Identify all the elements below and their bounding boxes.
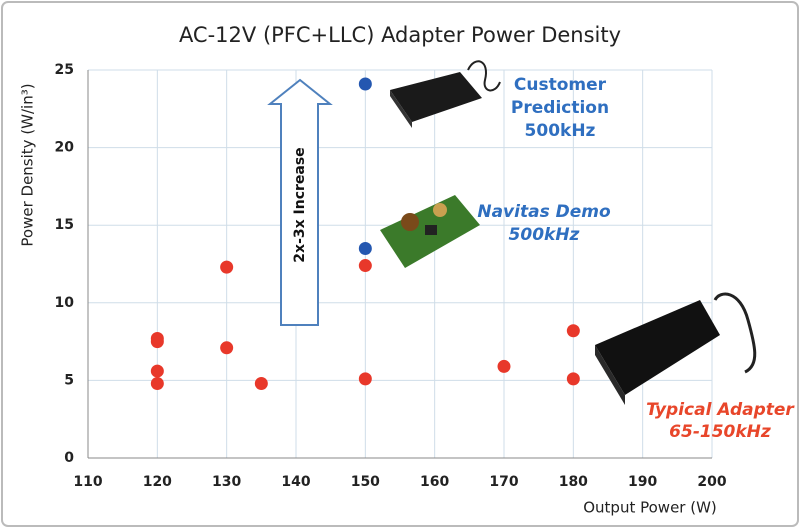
point: [255, 377, 268, 390]
x-tick-label: 200: [697, 474, 726, 490]
x-tick-label: 140: [281, 474, 310, 490]
point: [359, 259, 372, 272]
point: [220, 261, 233, 274]
x-tick-label: 160: [420, 474, 449, 490]
annotation: Navitas Demo: [477, 202, 611, 222]
x-tick-label: 180: [559, 474, 588, 490]
y-tick-label: 25: [55, 62, 74, 78]
annotation: 2x-3x Increase: [292, 147, 308, 262]
x-tick-label: 190: [628, 474, 657, 490]
y-tick-label: 5: [64, 372, 74, 388]
point: [359, 242, 372, 255]
y-tick-label: 0: [64, 450, 74, 466]
point: [151, 377, 164, 390]
y-tick-label: 20: [55, 140, 75, 156]
annotation: 65-150kHz: [669, 422, 771, 442]
x-tick-label: 150: [351, 474, 380, 490]
x-axis-label: Output Power (W): [583, 499, 717, 517]
x-tick-label: 170: [489, 474, 518, 490]
y-tick-label: 15: [55, 217, 74, 233]
chart: AC-12V (PFC+LLC) Adapter Power Density O…: [0, 0, 800, 528]
frame: [2, 2, 798, 526]
chart-title: AC-12V (PFC+LLC) Adapter Power Density: [179, 23, 621, 47]
annotation: Customer: [514, 75, 607, 95]
annotation: 500kHz: [509, 225, 580, 245]
annotation: Typical Adapter: [646, 400, 795, 420]
point: [498, 360, 511, 373]
annotation: 500kHz: [525, 121, 596, 141]
y-tick-label: 10: [55, 295, 75, 311]
point: [151, 335, 164, 348]
x-tick-label: 120: [143, 474, 172, 490]
point: [359, 77, 372, 90]
point: [151, 365, 164, 378]
y-axis-label: Power Density (W/in³): [19, 83, 37, 246]
x-tick-label: 110: [73, 474, 102, 490]
point: [359, 372, 372, 385]
point: [220, 341, 233, 354]
x-tick-label: 130: [212, 474, 241, 490]
point: [567, 372, 580, 385]
annotation: Prediction: [511, 98, 609, 118]
point: [567, 324, 580, 337]
